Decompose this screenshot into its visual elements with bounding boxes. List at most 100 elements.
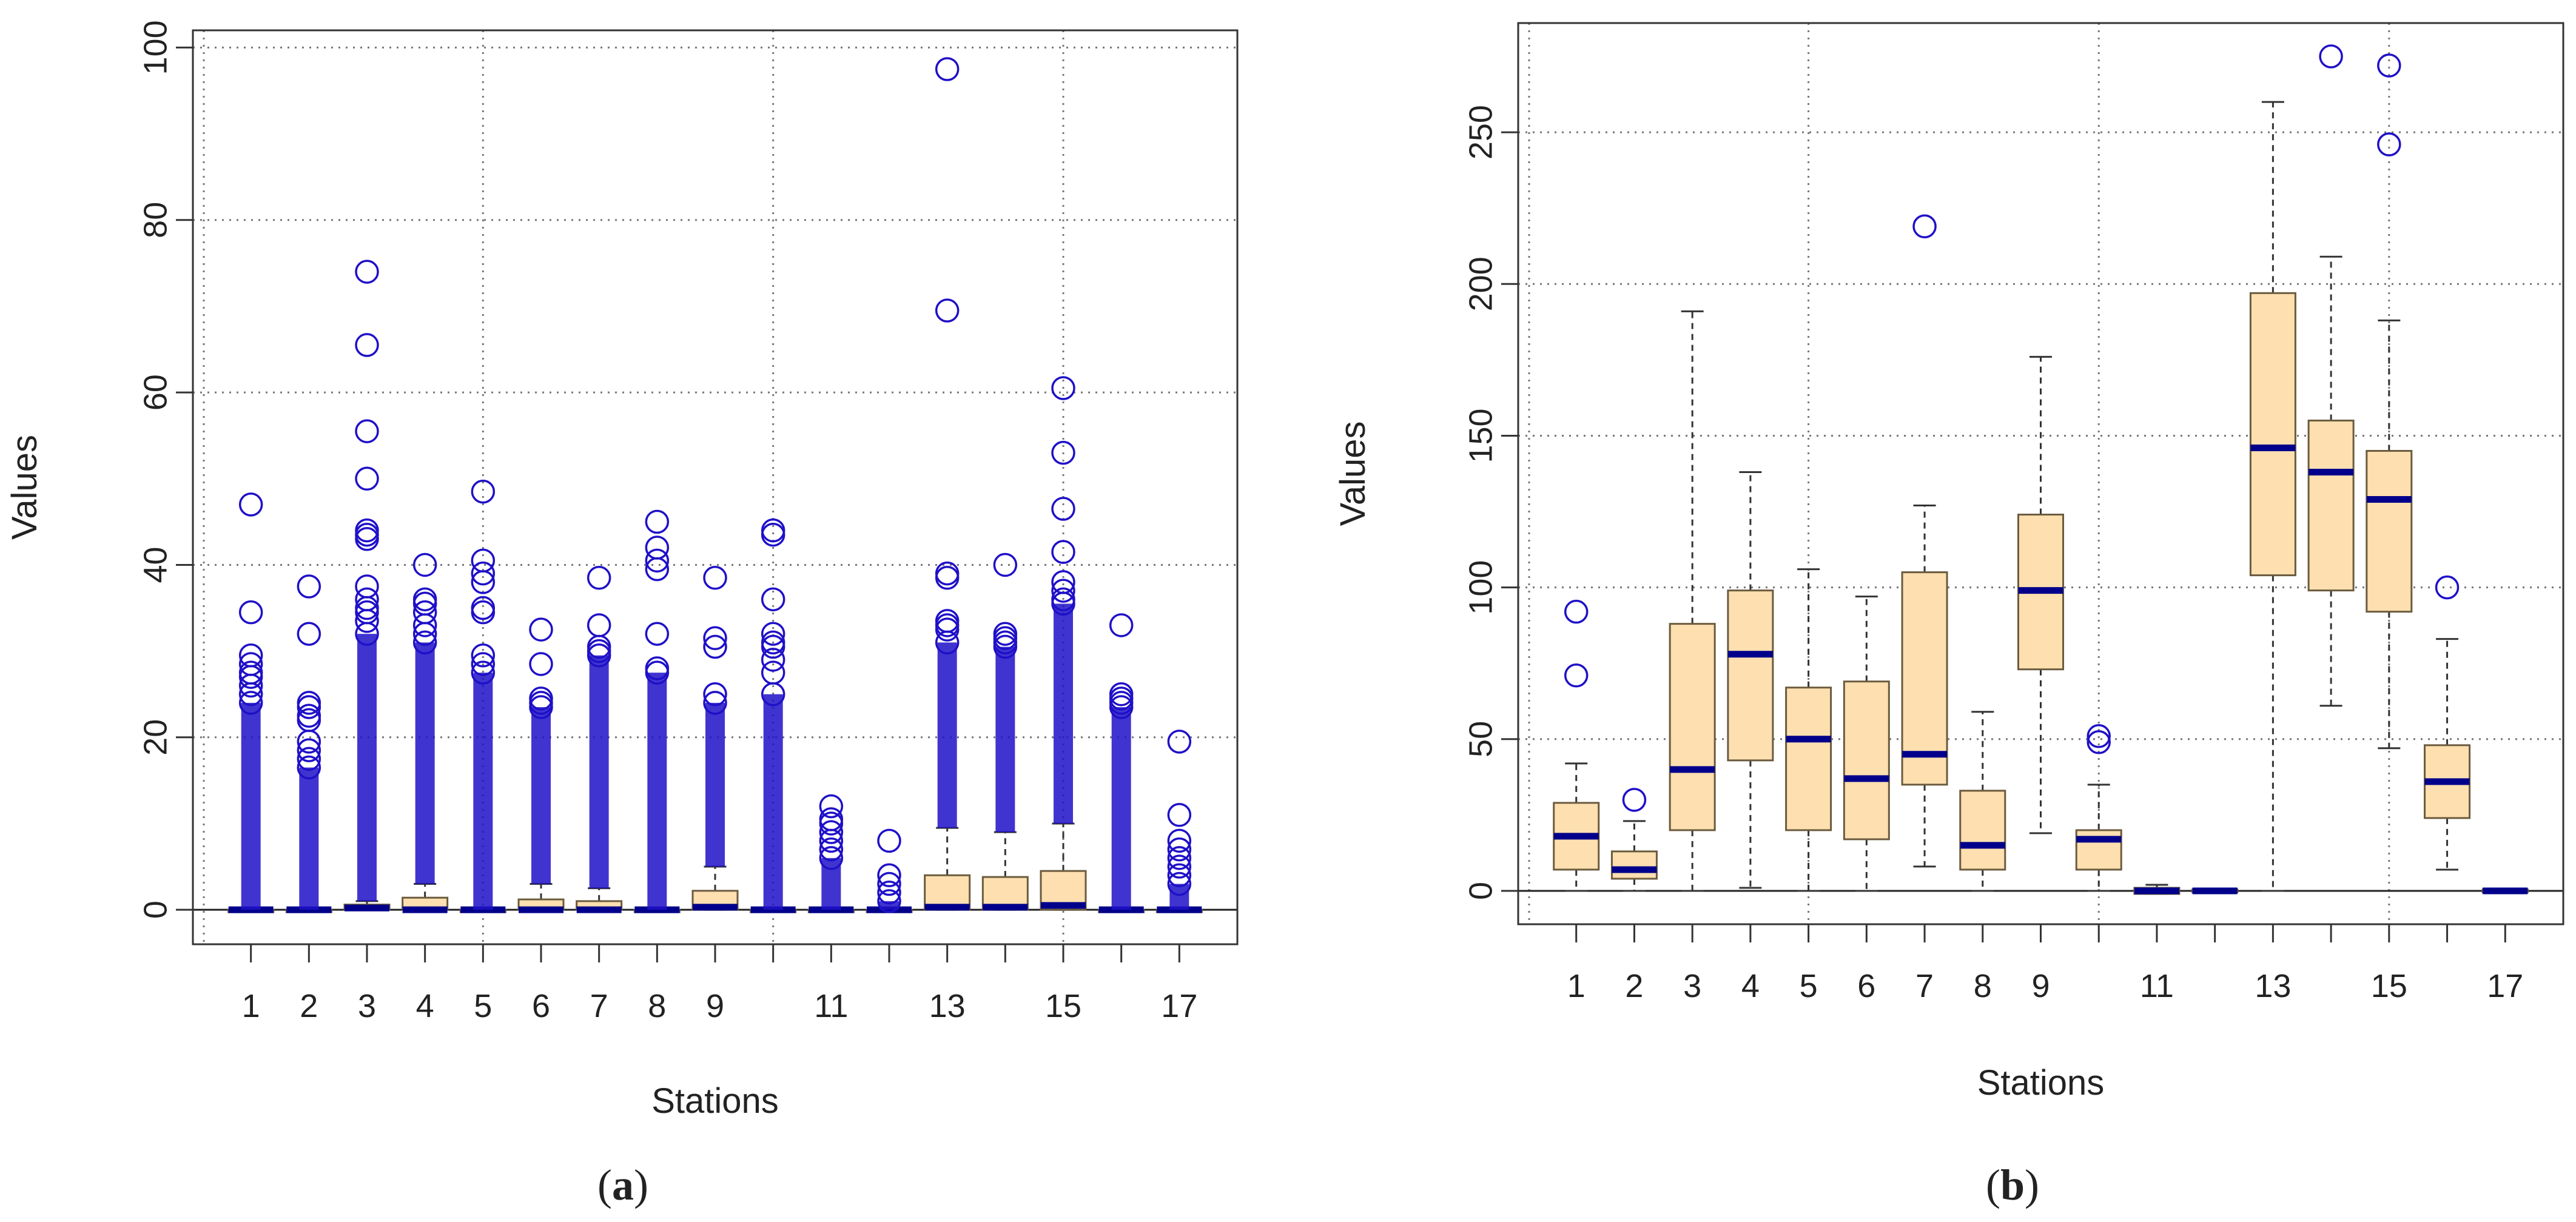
x-tick-label: 1 bbox=[1567, 968, 1586, 1004]
box-iqr bbox=[2249, 292, 2296, 577]
outlier-point bbox=[297, 738, 321, 762]
outlier-band bbox=[357, 634, 377, 901]
outlier-point bbox=[877, 871, 901, 896]
box-station-15 bbox=[1040, 376, 1087, 911]
outlier-point bbox=[935, 57, 960, 81]
y-tick-label: 50 bbox=[1462, 721, 1499, 757]
x-tick-label: 7 bbox=[590, 988, 608, 1024]
outlier-band bbox=[763, 694, 783, 910]
panel-label: (b) bbox=[1986, 1161, 2039, 1209]
outlier-point bbox=[297, 695, 321, 719]
outlier-point bbox=[471, 479, 496, 504]
box-station-16 bbox=[1098, 613, 1145, 913]
outlier-point bbox=[1167, 802, 1192, 827]
x-axis-title: Stations bbox=[651, 1081, 779, 1121]
outlier-band bbox=[589, 655, 609, 888]
box-station-7 bbox=[576, 566, 623, 913]
y-axis-title: Values bbox=[1333, 421, 1373, 526]
panel-a: 0 20 40 60 80 100 1 2 3 4 5 6 7 8 9 11 13 15 17 Stations Val… bbox=[5, 20, 1239, 1209]
box-iqr bbox=[1610, 850, 1658, 880]
box-station-4 bbox=[1727, 471, 1774, 889]
outlier-band bbox=[647, 673, 667, 910]
outlier-point bbox=[355, 574, 379, 599]
outlier-point bbox=[1051, 497, 1075, 521]
outlier-point bbox=[703, 626, 727, 651]
x-tick-label: 11 bbox=[2140, 968, 2174, 1004]
x-tick-label: 6 bbox=[532, 988, 550, 1024]
outlier-point bbox=[645, 509, 670, 534]
x-tick-label: 15 bbox=[1045, 988, 1081, 1024]
outlier-point bbox=[645, 557, 670, 582]
box-iqr bbox=[1785, 687, 1832, 831]
x-tick-label: 3 bbox=[358, 988, 376, 1024]
outlier-point bbox=[1167, 730, 1192, 754]
box-station-13 bbox=[924, 57, 971, 911]
box-station-14 bbox=[981, 552, 1029, 911]
box-iqr bbox=[1901, 571, 1948, 786]
outlier-point bbox=[471, 600, 496, 625]
box-iqr bbox=[2366, 449, 2413, 613]
outlier-point bbox=[2087, 730, 2111, 754]
outlier-point bbox=[761, 622, 785, 646]
outlier-band bbox=[1054, 603, 1073, 824]
outlier-point bbox=[412, 613, 437, 637]
outlier-point bbox=[238, 665, 263, 690]
outlier-point bbox=[2435, 575, 2460, 600]
x-axis-title: Stations bbox=[1977, 1063, 2105, 1103]
outlier-band bbox=[879, 901, 899, 910]
outlier-band bbox=[937, 642, 957, 828]
outlier-point bbox=[1912, 214, 1937, 238]
x-tick-label: 4 bbox=[416, 988, 434, 1024]
outlier-band bbox=[531, 707, 551, 884]
outlier-point bbox=[645, 622, 670, 646]
box-station-17 bbox=[2481, 887, 2529, 895]
outlier-band bbox=[995, 646, 1015, 833]
x-tick-label: 6 bbox=[1857, 968, 1875, 1004]
box-station-5 bbox=[459, 479, 506, 913]
outlier-point bbox=[1051, 376, 1075, 400]
box-station-9 bbox=[2017, 355, 2064, 834]
outlier-point bbox=[645, 535, 670, 560]
box-station-3 bbox=[1669, 310, 1716, 892]
box-station-5 bbox=[1785, 568, 1832, 892]
outlier-band bbox=[705, 702, 725, 867]
outlier-point bbox=[238, 600, 263, 625]
outlier-point bbox=[1051, 540, 1075, 564]
x-tick-label: 4 bbox=[1741, 968, 1760, 1004]
outlier-point bbox=[819, 794, 844, 819]
panel-label: (a) bbox=[597, 1161, 648, 1209]
x-tick-label: 3 bbox=[1683, 968, 1701, 1004]
outlier-point bbox=[877, 863, 901, 888]
x-tick-label: 7 bbox=[1915, 968, 1934, 1004]
outlier-point bbox=[355, 609, 379, 633]
box-station-17 bbox=[1155, 730, 1203, 913]
box-station-4 bbox=[402, 552, 449, 913]
outlier-band bbox=[1169, 884, 1189, 910]
outlier-point bbox=[471, 643, 496, 668]
outlier-point bbox=[819, 811, 844, 836]
box-station-3 bbox=[343, 260, 391, 911]
box-station-10 bbox=[2075, 724, 2122, 892]
x-tick-label: 13 bbox=[929, 988, 966, 1024]
y-tick-label: 60 bbox=[137, 374, 173, 411]
box-station-1 bbox=[227, 492, 275, 913]
outlier-band bbox=[299, 767, 319, 910]
x-tick-label: 11 bbox=[814, 988, 848, 1024]
y-tick-label: 250 bbox=[1462, 105, 1499, 159]
outlier-band bbox=[821, 858, 841, 910]
outlier-point bbox=[2087, 724, 2111, 748]
box-station-6 bbox=[1843, 596, 1890, 892]
panel-b: 0 50 100 150 200 250 1 2 3 4 5 6 7 8 9 11 13 15 17 Stations… bbox=[1333, 22, 2564, 1209]
outlier-point bbox=[471, 570, 496, 594]
box-station-14 bbox=[2307, 44, 2355, 707]
y-tick-label: 0 bbox=[1462, 882, 1499, 900]
y-tick-label: 80 bbox=[137, 202, 173, 238]
x-tick-label: 5 bbox=[474, 988, 492, 1024]
box-station-6 bbox=[517, 617, 565, 913]
outlier-point bbox=[587, 613, 611, 637]
outlier-point bbox=[703, 634, 727, 659]
outlier-point bbox=[935, 617, 960, 642]
y-axis-title: Values bbox=[5, 435, 44, 540]
x-tick-label: 13 bbox=[2255, 968, 2291, 1004]
box-station-7 bbox=[1901, 214, 1948, 868]
